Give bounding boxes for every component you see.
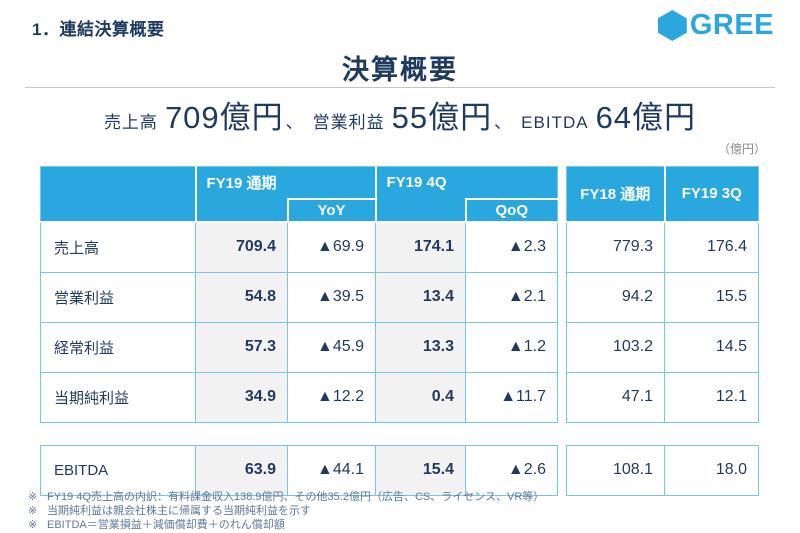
main-tables-row: FY19 通期 FY19 4Q YoY QoQ 売上高 709.4 ▲69.9 …	[40, 166, 759, 423]
header-row-periods: FY19 通期 FY19 4Q	[40, 166, 558, 223]
cell-yoy: ▲12.2	[287, 371, 376, 423]
cell-fy19-full: 34.9	[195, 371, 288, 423]
cell-qoq: ▲2.3	[465, 221, 558, 273]
cell-fy19-3q: 15.5	[664, 271, 759, 323]
cell-fy19-3q: 14.5	[664, 321, 759, 373]
summary-label-sales: 売上高	[103, 113, 158, 132]
cell-fy19-full: 57.3	[195, 321, 288, 373]
cell-yoy: ▲45.9	[287, 321, 376, 373]
cell-qoq: ▲1.2	[465, 321, 558, 373]
gree-logo-text: GREE	[689, 9, 774, 41]
cell-yoy: ▲44.1	[287, 444, 376, 496]
table-row-operating-profit-ref: 94.2 15.5	[566, 271, 759, 323]
cell-qoq: ▲11.7	[465, 371, 558, 423]
table-row-ebitda: EBITDA 63.9 ▲44.1 15.4 ▲2.6	[40, 444, 558, 496]
cell-fy18-full: 47.1	[566, 371, 665, 423]
table-row-sales: 売上高 709.4 ▲69.9 174.1 ▲2.3	[40, 221, 558, 273]
cell-qoq: ▲2.1	[465, 271, 558, 323]
row-label: EBITDA	[40, 444, 196, 496]
summary-value-sales: 709億円	[164, 100, 284, 135]
row-label: 経常利益	[40, 321, 196, 373]
cell-fy19-3q: 176.4	[664, 221, 759, 273]
table-row-ebitda-ref: 108.1 18.0	[566, 444, 759, 496]
cell-fy19-4q: 15.4	[375, 444, 466, 496]
cell-fy19-full: 63.9	[195, 444, 288, 496]
cell-fy18-full: 94.2	[566, 271, 665, 323]
cell-fy19-4q: 13.4	[375, 271, 466, 323]
header-yoy: YoY	[286, 197, 376, 223]
cell-yoy: ▲69.9	[287, 221, 376, 273]
results-tables: FY19 通期 FY19 4Q YoY QoQ 売上高 709.4 ▲69.9 …	[40, 166, 759, 496]
cell-qoq: ▲2.6	[465, 444, 558, 496]
header-fy18-full: FY18 通期	[566, 166, 665, 223]
footnotes: ※ FY19 4Q売上高の内訳：有料課金収入138.9億円、その他35.2億円（…	[28, 490, 780, 532]
cell-fy19-full: 709.4	[195, 221, 288, 273]
cell-fy18-full: 779.3	[566, 221, 665, 273]
cell-fy18-full: 108.1	[566, 444, 665, 496]
header-spacer-cell	[194, 198, 288, 223]
unit-label: （億円）	[717, 142, 766, 156]
headline-summary: 売上高 709億円 、 営業利益 55億円 、 EBITDA 64億円	[0, 92, 800, 137]
header-fy19-4q: FY19 4Q	[374, 166, 558, 199]
cell-fy19-3q: 12.1	[664, 371, 759, 423]
ebitda-tables-row: EBITDA 63.9 ▲44.1 15.4 ▲2.6 108.1 18.0	[40, 444, 759, 496]
summary-value-operating: 55億円	[391, 100, 493, 135]
header-fy19-3q: FY19 3Q	[663, 166, 759, 223]
ebitda-table-main: EBITDA 63.9 ▲44.1 15.4 ▲2.6	[40, 444, 558, 496]
table-row-net-income: 当期純利益 34.9 ▲12.2 0.4 ▲11.7	[40, 371, 558, 423]
footnote-text: FY19 4Q売上高の内訳：有料課金収入138.9億円、その他35.2億円（広告…	[47, 491, 545, 503]
summary-separator: 、	[285, 113, 303, 132]
results-table-main: FY19 通期 FY19 4Q YoY QoQ 売上高 709.4 ▲69.9 …	[40, 166, 558, 423]
cell-fy19-4q: 174.1	[375, 221, 466, 273]
header-qoq: QoQ	[464, 197, 558, 223]
cell-fy19-full: 54.8	[195, 271, 288, 323]
section-title: 1．連結決算概要	[32, 20, 165, 39]
table-row-ordinary-profit-ref: 103.2 14.5	[566, 321, 759, 373]
cell-fy19-4q: 0.4	[375, 371, 466, 423]
header-spacer-cell	[374, 198, 466, 223]
corner-header-cell	[40, 166, 196, 223]
ebitda-table-reference: 108.1 18.0	[566, 444, 759, 496]
footnote-text: 当期純利益は親会社株主に帰属する当期純利益を示す	[47, 505, 311, 517]
table-row-operating-profit: 営業利益 54.8 ▲39.5 13.4 ▲2.1	[40, 271, 558, 323]
header-row-reference: FY18 通期 FY19 3Q	[566, 166, 759, 223]
footnote-line: ※ EBITDA＝営業損益＋減価償却費＋のれん償却額	[28, 518, 780, 532]
title-divider	[25, 87, 775, 88]
footnote-line: ※ 当期純利益は親会社株主に帰属する当期純利益を示す	[28, 504, 780, 518]
row-label: 売上高	[40, 221, 196, 273]
table-row-net-income-ref: 47.1 12.1	[566, 371, 759, 423]
header-fy19-full: FY19 通期	[194, 166, 376, 199]
results-table-reference: FY18 通期 FY19 3Q 779.3 176.4 94.2 15.5 10…	[566, 166, 759, 423]
gree-hexagon-icon	[657, 10, 687, 41]
top-bar: 1．連結決算概要 GREE	[32, 10, 774, 41]
row-label: 当期純利益	[40, 371, 196, 423]
footnote-line: ※ FY19 4Q売上高の内訳：有料課金収入138.9億円、その他35.2億円（…	[28, 490, 780, 504]
cell-fy19-4q: 13.3	[375, 321, 466, 373]
footnote-text: EBITDA＝営業損益＋減価償却費＋のれん償却額	[47, 519, 285, 531]
row-label: 営業利益	[40, 271, 196, 323]
header-row-deltas: YoY QoQ	[41, 197, 558, 223]
summary-value-ebitda: 64億円	[595, 100, 697, 135]
page-title: 決算概要	[342, 55, 458, 85]
summary-label-ebitda: EBITDA	[521, 113, 589, 132]
footnote-marker: ※	[28, 491, 38, 503]
footnote-marker: ※	[28, 505, 38, 517]
cell-yoy: ▲39.5	[287, 271, 376, 323]
summary-label-operating: 営業利益	[312, 113, 385, 132]
summary-separator: 、	[494, 113, 512, 132]
gree-logo: GREE	[657, 9, 774, 41]
cell-fy18-full: 103.2	[566, 321, 665, 373]
footnote-marker: ※	[28, 519, 38, 531]
table-row-sales-ref: 779.3 176.4	[566, 221, 759, 273]
cell-fy19-3q: 18.0	[664, 444, 759, 496]
table-row-ordinary-profit: 経常利益 57.3 ▲45.9 13.3 ▲1.2	[40, 321, 558, 373]
